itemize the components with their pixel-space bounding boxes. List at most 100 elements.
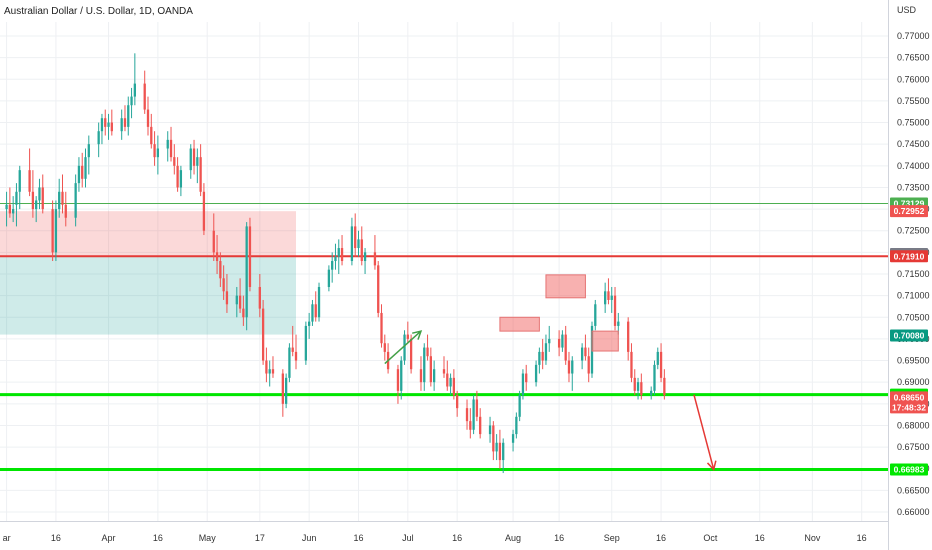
- candle: [271, 356, 275, 378]
- candle-body: [446, 373, 449, 387]
- candle-body: [498, 442, 502, 461]
- candle-body: [636, 382, 640, 391]
- candle: [541, 338, 544, 370]
- candle: [475, 390, 479, 422]
- candle: [538, 347, 541, 374]
- candle-body: [120, 118, 123, 132]
- candle: [449, 373, 452, 396]
- candle: [294, 334, 298, 370]
- candle-body: [479, 416, 482, 435]
- y-tick-label: 0.71500: [897, 269, 930, 279]
- candle-body: [373, 252, 377, 266]
- candle: [219, 252, 222, 287]
- candle-body: [64, 204, 67, 218]
- candle-body: [212, 230, 215, 253]
- candle: [327, 265, 331, 292]
- candle: [74, 174, 77, 227]
- candle: [469, 408, 472, 439]
- short-target-zone: [0, 256, 296, 335]
- candle: [456, 390, 459, 417]
- candle: [495, 434, 498, 461]
- candle-body: [84, 157, 87, 179]
- candle: [630, 343, 633, 383]
- candle-body: [327, 269, 331, 287]
- candle: [169, 126, 173, 162]
- candle-body: [541, 351, 544, 361]
- candle: [656, 347, 659, 370]
- y-tick-label: 0.73500: [897, 182, 930, 192]
- candle-body: [564, 334, 567, 361]
- candle: [534, 360, 538, 387]
- candle: [84, 148, 87, 188]
- y-tick-label: 0.72500: [897, 226, 930, 236]
- candle: [130, 87, 133, 119]
- badge-price: 0.68650: [894, 392, 925, 402]
- candle: [479, 408, 482, 439]
- candle: [636, 377, 640, 400]
- candle-body: [248, 226, 252, 287]
- candle: [580, 343, 584, 370]
- candle-body: [518, 395, 521, 417]
- candle-body: [242, 308, 245, 318]
- candle-body: [380, 312, 383, 344]
- arrow-head: [412, 330, 423, 340]
- candle: [28, 148, 31, 197]
- bounce-up-arrow: [384, 330, 423, 365]
- candle-body: [87, 144, 90, 158]
- candle: [627, 317, 630, 361]
- candle-body: [406, 334, 409, 339]
- y-tick-label: 0.75500: [897, 96, 930, 106]
- badge-bg: [890, 329, 928, 342]
- candle: [502, 438, 505, 474]
- badge-66983: 0.66983: [890, 463, 928, 476]
- candle: [350, 217, 354, 266]
- candle-body: [51, 209, 54, 253]
- candle: [571, 356, 574, 391]
- candle: [337, 239, 340, 274]
- candle-body: [28, 170, 31, 192]
- price-axis[interactable]: 0.77000 0.76500 0.76000 0.75500 0.75000 0.745…: [897, 31, 930, 517]
- candle-body: [304, 325, 308, 361]
- candle-body: [604, 291, 607, 305]
- badge-price: 0.72952: [894, 206, 925, 216]
- candle: [633, 369, 636, 396]
- candle-body: [594, 304, 597, 326]
- badge-72952: 0.72952: [890, 205, 928, 218]
- x-tick-label: ar: [3, 533, 11, 543]
- candle-body: [61, 191, 64, 205]
- candle-body: [18, 170, 21, 192]
- candle: [498, 429, 502, 469]
- candle-body: [58, 191, 61, 210]
- candle-body: [544, 343, 548, 361]
- x-tick-label: 16: [554, 533, 564, 543]
- candle-body: [561, 334, 564, 348]
- x-tick-label: Oct: [703, 533, 718, 543]
- candle: [248, 217, 252, 292]
- candle: [419, 356, 423, 391]
- candle-body: [258, 286, 261, 309]
- candle: [222, 265, 225, 300]
- candle-body: [284, 377, 288, 404]
- candle-body: [238, 295, 242, 309]
- candle: [561, 330, 564, 352]
- candle-body: [617, 321, 620, 326]
- candle-body: [571, 360, 574, 374]
- candle: [176, 157, 179, 192]
- candle: [54, 200, 58, 262]
- y-tick-label: 0.75000: [897, 118, 930, 128]
- candle: [51, 200, 54, 262]
- candle: [446, 360, 449, 391]
- candle: [354, 213, 357, 257]
- candle: [521, 369, 525, 400]
- candle: [120, 109, 123, 140]
- candle: [87, 135, 90, 175]
- badge-bg: [890, 205, 928, 218]
- x-tick-label: 16: [51, 533, 61, 543]
- candle: [238, 278, 242, 313]
- time-axis[interactable]: ar 16 Apr 16 May 17 Jun 16 Jul 16 Aug 16 Sep 16 Oct 16 N…: [3, 533, 867, 543]
- candle: [64, 191, 67, 227]
- y-tick-label: 0.77000: [897, 31, 930, 41]
- y-tick-label: 0.69500: [897, 356, 930, 366]
